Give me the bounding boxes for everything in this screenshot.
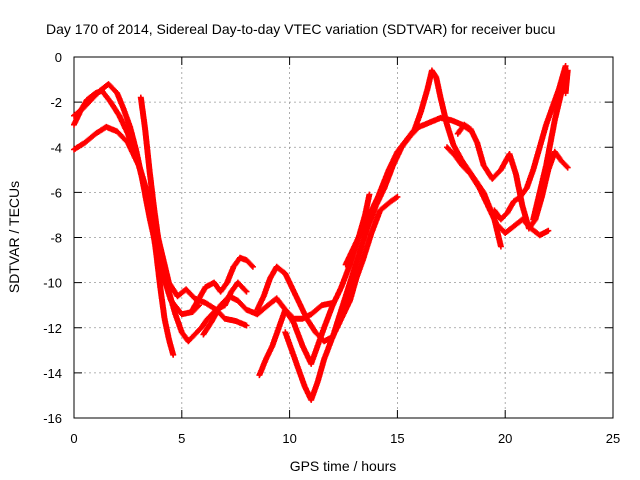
series-arc-14 (530, 67, 571, 223)
data-point-markers (444, 144, 552, 239)
y-tick-label: -14 (43, 366, 62, 381)
x-tick-label: 15 (390, 431, 404, 446)
y-tick-label: 0 (55, 50, 62, 65)
series-arc-13 (491, 63, 569, 223)
y-tick-label: -6 (50, 185, 62, 200)
data-point-markers (530, 67, 571, 223)
series-arc-11 (444, 144, 552, 239)
x-axis-label: GPS time / hours (290, 458, 397, 474)
y-tick-label: -2 (50, 95, 62, 110)
x-tick-label: 0 (70, 431, 77, 446)
y-tick-label: -4 (50, 140, 62, 155)
grid (74, 57, 613, 418)
x-tick-label: 25 (606, 431, 620, 446)
series-arc-4 (137, 94, 250, 345)
data-point-markers (454, 121, 571, 232)
series-arc-2 (71, 81, 202, 318)
data-point-markers (71, 81, 202, 318)
y-tick-label: -16 (43, 411, 62, 426)
y-tick-label: -8 (50, 231, 62, 246)
series-arc-12 (454, 121, 571, 232)
axis-ticks: 0 5 10 15 20 25 0 -2 -4 -6 -8 -10 -12 -14 -16 (43, 50, 620, 446)
y-axis-label: SDTVAR / TECUs (6, 181, 22, 293)
series-arc-5 (189, 254, 256, 313)
data-point-markers (491, 63, 569, 223)
chart-title: Day 170 of 2014, Sidereal Day-to-day VTE… (46, 21, 555, 37)
x-tick-label: 20 (498, 431, 512, 446)
data-points (71, 63, 571, 403)
x-tick-label: 10 (282, 431, 296, 446)
data-point-markers (189, 254, 256, 313)
y-tick-label: -12 (43, 321, 62, 336)
y-tick-label: -10 (43, 276, 62, 291)
x-tick-label: 5 (178, 431, 185, 446)
data-point-markers (137, 94, 250, 345)
